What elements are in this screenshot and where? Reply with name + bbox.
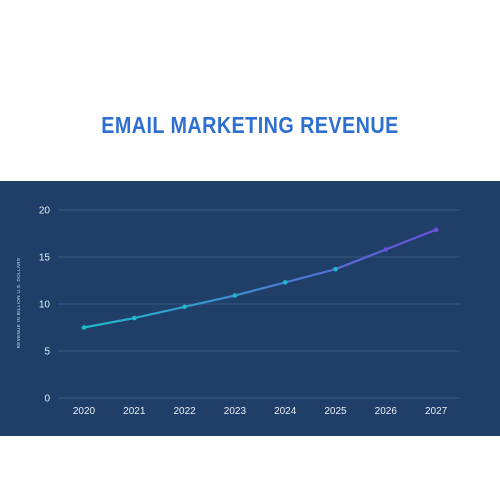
x-axis-ticks: 2020 2021 2022 2023 2024 2025 2026 2027 — [73, 406, 448, 417]
data-point — [383, 247, 389, 252]
data-point — [433, 227, 439, 233]
x-tick-label: 2024 — [274, 406, 297, 417]
data-point — [132, 315, 137, 321]
x-tick-label: 2023 — [224, 406, 247, 417]
y-tick-label: 5 — [44, 347, 50, 358]
y-tick-label: 0 — [44, 394, 50, 405]
x-tick-label: 2021 — [123, 406, 146, 417]
data-point — [81, 325, 87, 330]
y-tick-label: 10 — [39, 300, 51, 311]
data-point — [182, 304, 187, 310]
data-point — [282, 280, 288, 285]
data-point — [232, 293, 238, 298]
x-tick-label: 2025 — [324, 406, 347, 417]
x-tick-label: 2020 — [73, 406, 96, 417]
x-tick-label: 2026 — [375, 406, 398, 417]
x-tick-label: 2022 — [173, 406, 196, 417]
chart-panel: 0 5 10 15 20 2020 2021 2022 2023 2024 2025 2026 202… — [0, 181, 500, 436]
y-axis-label: REVENUE IN BILLION U.S. DOLLARS — [16, 258, 21, 349]
y-tick-label: 15 — [39, 253, 51, 264]
data-point — [333, 266, 338, 272]
series-line — [82, 228, 438, 329]
y-axis-ticks: 0 5 10 15 20 — [39, 206, 51, 405]
chart-title: EMAIL MARKETING REVENUE — [101, 112, 399, 138]
x-tick-label: 2027 — [425, 406, 448, 417]
y-tick-label: 20 — [39, 206, 51, 217]
data-points — [81, 227, 439, 330]
grid-lines — [58, 209, 460, 399]
